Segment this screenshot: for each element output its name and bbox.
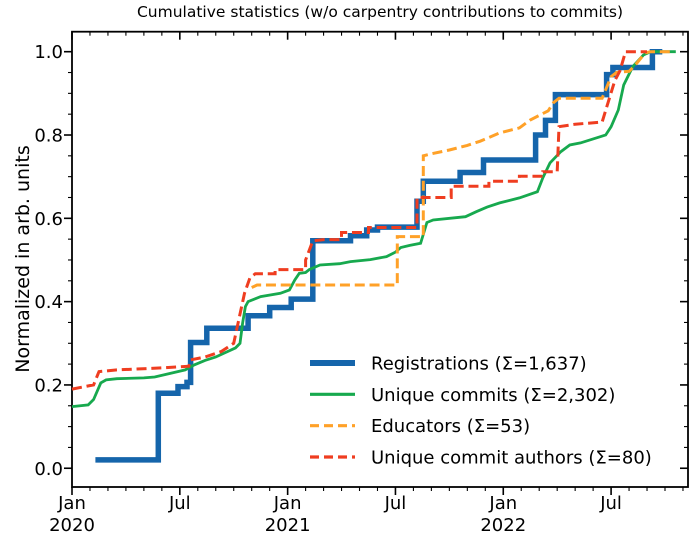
x-tick-year-label: 2022 [480, 515, 526, 536]
x-tick-label: Jan [273, 493, 302, 514]
legend-label-registrations: Registrations (Σ=1,637) [371, 354, 587, 375]
series-line-unique_commit_authors [71, 50, 647, 391]
x-tick-label: Jan [488, 493, 517, 514]
x-tick-label: Jul [599, 493, 622, 514]
y-tick-label: 1.0 [34, 42, 63, 63]
y-tick-label: 0.2 [34, 375, 63, 396]
series-line-registrations [95, 48, 663, 463]
x-tick-year-label: 2021 [265, 515, 311, 536]
legend-label-unique_commit_authors: Unique commit authors (Σ=80) [371, 448, 652, 469]
y-tick-label: 0.0 [34, 459, 63, 480]
legend-label-unique_commits: Unique commits (Σ=2,302) [371, 385, 615, 406]
axes-frame [71, 30, 689, 488]
x-tick-year-label: 2020 [49, 515, 95, 536]
series-line-educators [251, 50, 673, 289]
y-tick-label: 0.4 [34, 292, 63, 313]
x-tick-label: Jul [384, 493, 407, 514]
x-tick-label: Jul [168, 493, 191, 514]
y-tick-label: 0.8 [34, 126, 63, 147]
legend-label-educators: Educators (Σ=53) [371, 416, 530, 437]
x-tick-label: Jan [57, 493, 86, 514]
y-tick-label: 0.6 [34, 209, 63, 230]
y-axis-label: Normalized in arb. units [12, 145, 34, 373]
series-line-unique_commits [71, 50, 676, 408]
chart-title: Cumulative statistics (w/o carpentry con… [136, 3, 624, 21]
